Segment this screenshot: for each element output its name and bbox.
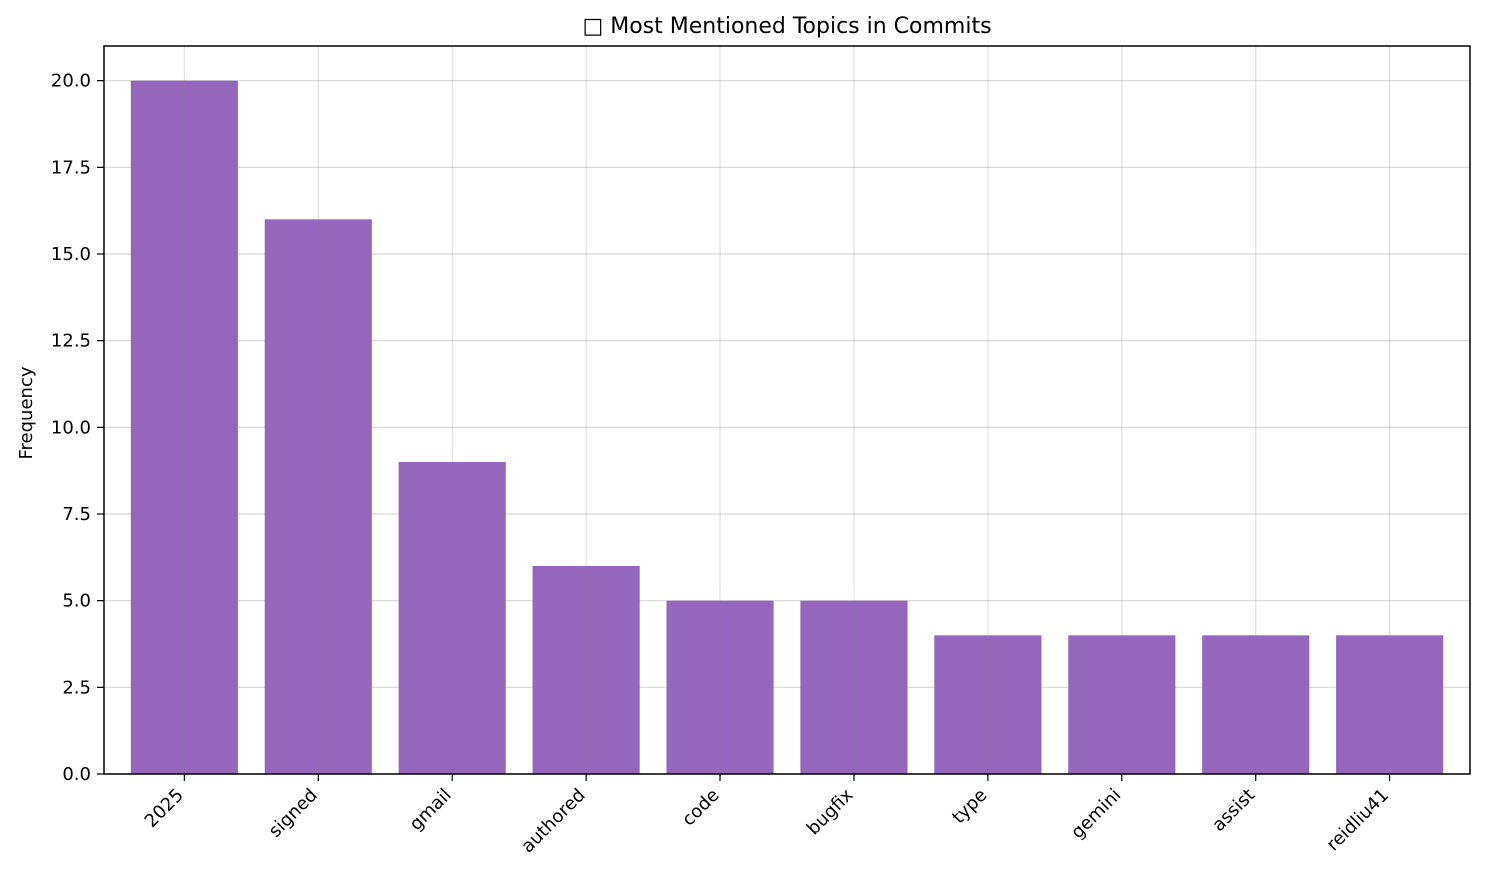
bar-code — [666, 600, 774, 774]
y-tick-label: 12.5 — [51, 331, 91, 352]
x-tick-label: gmail — [406, 785, 456, 835]
x-tick-label: type — [948, 785, 991, 828]
x-axis-ticks: 2025 signed gmail authored code bugfix type gem… — [141, 774, 1394, 857]
bar-gmail — [398, 462, 506, 774]
y-axis-ticks: 0.0 2.5 5.0 7.5 10.0 12.5 15.0 17.5 20.0 — [51, 71, 104, 785]
bar-bugfix — [800, 600, 908, 774]
bars — [130, 80, 1444, 775]
x-tick-label: assist — [1208, 785, 1259, 836]
bar-2025 — [130, 80, 238, 774]
chart-title: □ Most Mentioned Topics in Commits — [582, 14, 991, 39]
x-tick-label: gemini — [1067, 785, 1125, 843]
y-tick-label: 20.0 — [51, 71, 91, 92]
x-tick-label: authored — [517, 785, 589, 857]
bar-gemini — [1068, 635, 1176, 774]
y-tick-label: 5.0 — [62, 591, 91, 612]
y-axis-label: Frequency — [16, 366, 37, 459]
bar-type — [934, 635, 1042, 774]
y-tick-label: 2.5 — [62, 677, 91, 698]
x-tick-label: 2025 — [141, 785, 188, 832]
bar-reidliu41 — [1336, 635, 1444, 774]
y-tick-label: 10.0 — [51, 417, 91, 438]
bar-authored — [532, 566, 640, 774]
x-tick-label: bugfix — [803, 784, 858, 839]
y-tick-label: 17.5 — [51, 157, 91, 178]
y-tick-label: 0.0 — [62, 764, 91, 785]
x-tick-label: code — [678, 785, 724, 831]
bar-signed — [264, 219, 372, 775]
x-grid-lines — [183, 46, 1391, 774]
x-tick-label: signed — [265, 785, 322, 842]
x-tick-label: reidliu41 — [1323, 785, 1394, 856]
plot-frame — [103, 45, 1471, 775]
y-tick-label: 7.5 — [62, 504, 91, 525]
y-tick-label: 15.0 — [51, 244, 91, 265]
bar-assist — [1202, 635, 1310, 774]
